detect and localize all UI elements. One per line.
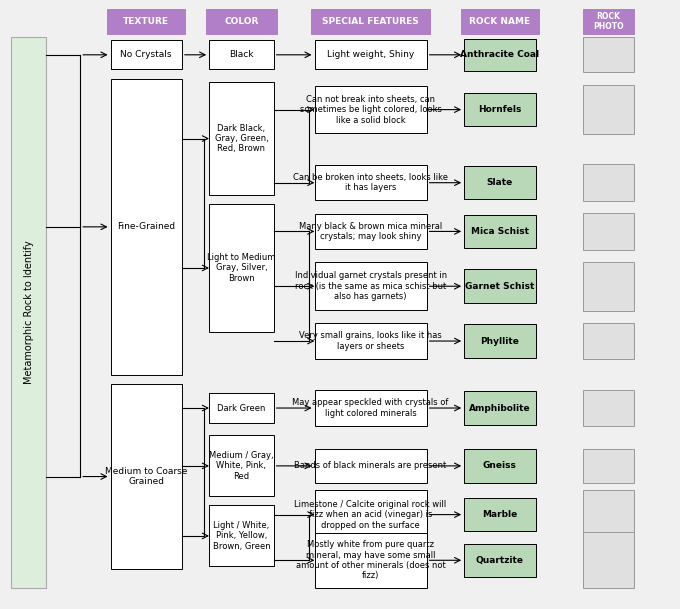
Text: Individual garnet crystals present in
rock (is the same as mica schist but
also : Individual garnet crystals present in ro…	[294, 272, 447, 301]
Text: Mica Schist: Mica Schist	[471, 227, 529, 236]
Text: Slate: Slate	[487, 178, 513, 187]
FancyBboxPatch shape	[583, 390, 634, 426]
FancyBboxPatch shape	[110, 384, 182, 569]
Text: Limestone / Calcite original rock will
fizz when an acid (vinegar) is
dropped on: Limestone / Calcite original rock will f…	[294, 500, 447, 529]
FancyBboxPatch shape	[11, 37, 46, 588]
Text: Can be broken into sheets, looks like
it has layers: Can be broken into sheets, looks like it…	[293, 173, 448, 192]
FancyBboxPatch shape	[110, 79, 182, 375]
FancyBboxPatch shape	[583, 37, 634, 72]
FancyBboxPatch shape	[314, 165, 427, 200]
Text: Mostly white from pure quartz
mineral, may have some small
amount of other miner: Mostly white from pure quartz mineral, m…	[296, 540, 445, 580]
FancyBboxPatch shape	[464, 449, 536, 482]
Text: May appear speckled with crystals of
light colored minerals: May appear speckled with crystals of lig…	[292, 398, 449, 418]
FancyBboxPatch shape	[209, 393, 273, 423]
FancyBboxPatch shape	[464, 38, 536, 71]
FancyBboxPatch shape	[314, 214, 427, 249]
Text: Gneiss: Gneiss	[483, 462, 517, 470]
Text: Many black & brown mica mineral
crystals; may look shiny: Many black & brown mica mineral crystals…	[299, 222, 442, 241]
Text: Medium to Coarse
Grained: Medium to Coarse Grained	[105, 467, 188, 486]
FancyBboxPatch shape	[583, 213, 634, 250]
Text: Garnet Schist: Garnet Schist	[465, 282, 534, 290]
FancyBboxPatch shape	[464, 392, 536, 425]
FancyBboxPatch shape	[314, 533, 427, 588]
FancyBboxPatch shape	[314, 86, 427, 133]
Text: Black: Black	[229, 51, 254, 59]
FancyBboxPatch shape	[205, 9, 277, 34]
FancyBboxPatch shape	[583, 164, 634, 201]
Text: COLOR: COLOR	[224, 17, 258, 26]
Text: Light / White,
Pink, Yellow,
Brown, Green: Light / White, Pink, Yellow, Brown, Gree…	[213, 521, 270, 551]
FancyBboxPatch shape	[107, 9, 185, 34]
Text: Anthracite Coal: Anthracite Coal	[460, 51, 539, 59]
Text: Amphibolite: Amphibolite	[469, 404, 530, 412]
FancyBboxPatch shape	[110, 40, 182, 69]
Text: Fine-Grained: Fine-Grained	[117, 222, 175, 231]
Text: Medium / Gray,
White, Pink,
Red: Medium / Gray, White, Pink, Red	[209, 451, 274, 481]
Text: Dark Black,
Gray, Green,
Red, Brown: Dark Black, Gray, Green, Red, Brown	[214, 124, 269, 153]
Text: Phyllite: Phyllite	[480, 337, 520, 345]
FancyBboxPatch shape	[209, 40, 273, 69]
Text: No Crystals: No Crystals	[120, 51, 172, 59]
FancyBboxPatch shape	[209, 505, 273, 566]
FancyBboxPatch shape	[464, 543, 536, 577]
FancyBboxPatch shape	[583, 9, 634, 34]
FancyBboxPatch shape	[464, 214, 536, 248]
Text: Bands of black minerals are present: Bands of black minerals are present	[294, 462, 447, 470]
Text: Quartzite: Quartzite	[476, 556, 524, 565]
FancyBboxPatch shape	[583, 532, 634, 588]
Text: Can not break into sheets, can
sometimes be light colored, looks
like a solid bl: Can not break into sheets, can sometimes…	[300, 95, 441, 124]
FancyBboxPatch shape	[464, 498, 536, 531]
FancyBboxPatch shape	[464, 269, 536, 303]
FancyBboxPatch shape	[209, 82, 273, 195]
FancyBboxPatch shape	[209, 204, 273, 332]
Text: Dark Green: Dark Green	[217, 404, 266, 412]
FancyBboxPatch shape	[209, 435, 273, 496]
FancyBboxPatch shape	[583, 262, 634, 311]
FancyBboxPatch shape	[583, 490, 634, 540]
FancyBboxPatch shape	[464, 324, 536, 358]
Text: Very small grains, looks like it has
layers or sheets: Very small grains, looks like it has lay…	[299, 331, 442, 351]
Text: Hornfels: Hornfels	[478, 105, 522, 114]
FancyBboxPatch shape	[583, 448, 634, 484]
FancyBboxPatch shape	[461, 9, 539, 34]
FancyBboxPatch shape	[314, 390, 427, 426]
Text: Metamorphic Rock to Identify: Metamorphic Rock to Identify	[24, 240, 33, 384]
FancyBboxPatch shape	[464, 166, 536, 200]
Text: Light weight, Shiny: Light weight, Shiny	[327, 51, 414, 59]
Text: Light to Medium
Gray, Silver,
Brown: Light to Medium Gray, Silver, Brown	[207, 253, 275, 283]
Text: SPECIAL FEATURES: SPECIAL FEATURES	[322, 17, 419, 26]
Text: ROCK
PHOTO: ROCK PHOTO	[593, 12, 624, 31]
Text: TEXTURE: TEXTURE	[123, 17, 169, 26]
FancyBboxPatch shape	[314, 323, 427, 359]
FancyBboxPatch shape	[464, 93, 536, 127]
FancyBboxPatch shape	[583, 323, 634, 359]
FancyBboxPatch shape	[314, 490, 427, 539]
Text: ROCK NAME: ROCK NAME	[469, 17, 530, 26]
FancyBboxPatch shape	[583, 85, 634, 134]
Text: Marble: Marble	[482, 510, 517, 519]
FancyBboxPatch shape	[311, 9, 430, 34]
FancyBboxPatch shape	[314, 449, 427, 482]
FancyBboxPatch shape	[314, 262, 427, 310]
FancyBboxPatch shape	[314, 40, 427, 69]
